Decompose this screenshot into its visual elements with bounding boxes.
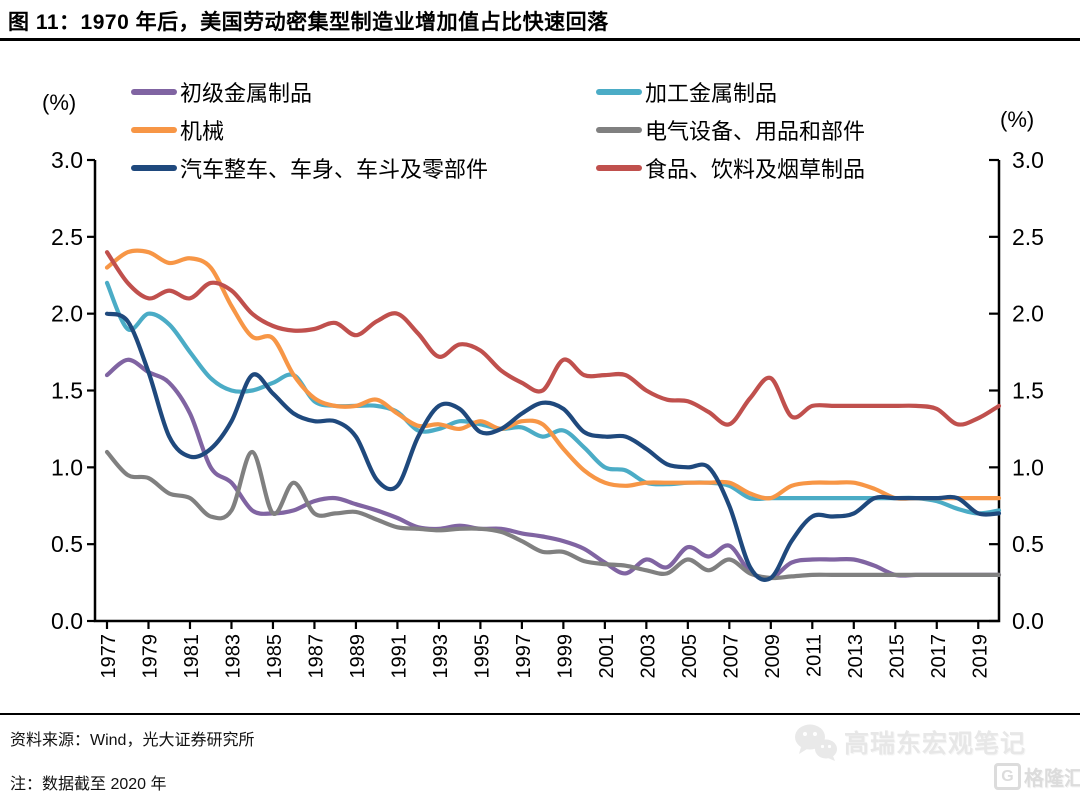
legend-label: 汽车整车、车身、车斗及零部件 (180, 157, 489, 182)
watermark-wechat: 高瑞东宏观笔记 (793, 722, 1026, 762)
watermark-wechat-name: 高瑞东宏观笔记 (844, 730, 1027, 758)
y-axis-label-right: 2.0 (1012, 301, 1044, 327)
source-note: 资料来源：Wind，光大证券研究所 (10, 732, 255, 749)
legend-label: 食品、饮料及烟草制品 (645, 157, 866, 182)
y-axis-label-right: 0.0 (1012, 608, 1044, 634)
series-line-electrical-equipment-appliances-components (104, 449, 1002, 581)
y-axis-label-right: 0.5 (1012, 531, 1044, 557)
footer-divider (0, 713, 1080, 715)
legend-swatch-fabricated-metal-products (596, 89, 642, 95)
legend-swatch-primary-metal-products (131, 89, 177, 95)
x-axis-label: 2003 (637, 634, 659, 679)
y-axis-label-left: 3.0 (51, 147, 83, 173)
y-axis-unit-left: (%) (42, 90, 77, 115)
x-axis-label: 1993 (430, 634, 452, 679)
x-axis-label: 1989 (347, 634, 369, 679)
y-axis-label-left: 0.5 (51, 531, 83, 557)
series-line-motor-vehicles-bodies-trailers-parts (104, 311, 1002, 582)
wechat-icon (795, 724, 837, 761)
x-axis-label: 2013 (845, 634, 867, 679)
watermark-gelonghui: G 格隆汇 (994, 762, 1080, 791)
gelonghui-logo-icon: G (994, 763, 1021, 790)
legend-label: 电气设备、用品和部件 (645, 119, 866, 144)
legend-label: 机械 (180, 119, 225, 144)
x-axis-label: 2019 (969, 634, 991, 679)
x-axis-label: 2017 (928, 634, 950, 679)
x-axis-label: 2015 (886, 634, 908, 679)
x-axis-label: 1991 (388, 634, 410, 679)
x-axis-label: 2001 (596, 634, 618, 679)
legend-item-primary-metal-products: 初级金属制品 (131, 73, 488, 111)
y-axis-label-left: 2.0 (51, 301, 83, 327)
y-axis-label-left: 2.5 (51, 224, 83, 250)
legend-item-machinery: 机械 (131, 111, 488, 149)
legend-item-motor-vehicles-parts: 汽车整车、车身、车斗及零部件 (131, 149, 488, 187)
x-axis-label: 1983 (222, 634, 244, 679)
x-axis-label: 2009 (762, 634, 784, 679)
series-line-primary-metal-products (104, 357, 1002, 581)
x-axis-label: 1985 (264, 634, 286, 679)
x-axis-label: 2007 (720, 634, 742, 679)
y-axis-label-right: 1.0 (1012, 454, 1044, 480)
legend-item-fabricated-metal-products: 加工金属制品 (596, 73, 865, 111)
y-axis-label-left: 0.0 (51, 608, 83, 634)
legend-swatch-electrical-equipment (596, 127, 642, 133)
legend-label: 加工金属制品 (645, 81, 778, 106)
legend-swatch-machinery (131, 127, 177, 133)
x-axis-label: 2005 (679, 634, 701, 679)
legend-label: 初级金属制品 (180, 81, 313, 106)
series-line-machinery (104, 248, 1002, 501)
legend-column-right: 加工金属制品 电气设备、用品和部件 食品、饮料及烟草制品 (596, 73, 865, 187)
y-axis-label-left: 1.0 (51, 454, 83, 480)
legend-swatch-motor-vehicles-parts (131, 165, 177, 171)
x-axis-label: 1997 (513, 634, 535, 679)
x-axis-label: 1995 (471, 634, 493, 679)
y-axis-label-right: 2.5 (1012, 224, 1044, 250)
x-axis-label: 1977 (98, 634, 120, 679)
x-axis-label: 1999 (554, 634, 576, 679)
x-axis-label: 2011 (803, 634, 825, 677)
title-divider (0, 38, 1080, 41)
y-axis-label-left: 1.5 (51, 378, 83, 404)
legend-column-left: 初级金属制品 机械 汽车整车、车身、车斗及零部件 (131, 73, 488, 187)
series-line-food-beverage-tobacco-products (104, 250, 1002, 427)
x-axis-label: 1987 (305, 634, 327, 679)
watermark-gelonghui-name: 格隆汇 (1024, 768, 1080, 790)
legend-item-electrical-equipment: 电气设备、用品和部件 (596, 111, 865, 149)
legend-item-food-beverage-tobacco: 食品、饮料及烟草制品 (596, 149, 865, 187)
legend-swatch-food-beverage-tobacco (596, 165, 642, 171)
data-cutoff-note: 注：数据截至 2020 年 (10, 776, 167, 793)
x-axis-label: 1979 (139, 634, 161, 679)
y-axis-unit-right: (%) (1000, 107, 1035, 132)
line-chart-plot: 0.0 0.0 0.5 0.5 1.0 1.0 1.5 1.5 2.0 2.0 2.5 2.5 3.0 3… (51, 147, 1044, 679)
figure-title: 图 11：1970 年后，美国劳动密集型制造业增加值占比快速回落 (8, 11, 609, 34)
y-axis-label-right: 1.5 (1012, 378, 1044, 404)
x-axis-label: 1981 (181, 634, 203, 679)
y-axis-label-right: 3.0 (1012, 147, 1044, 173)
